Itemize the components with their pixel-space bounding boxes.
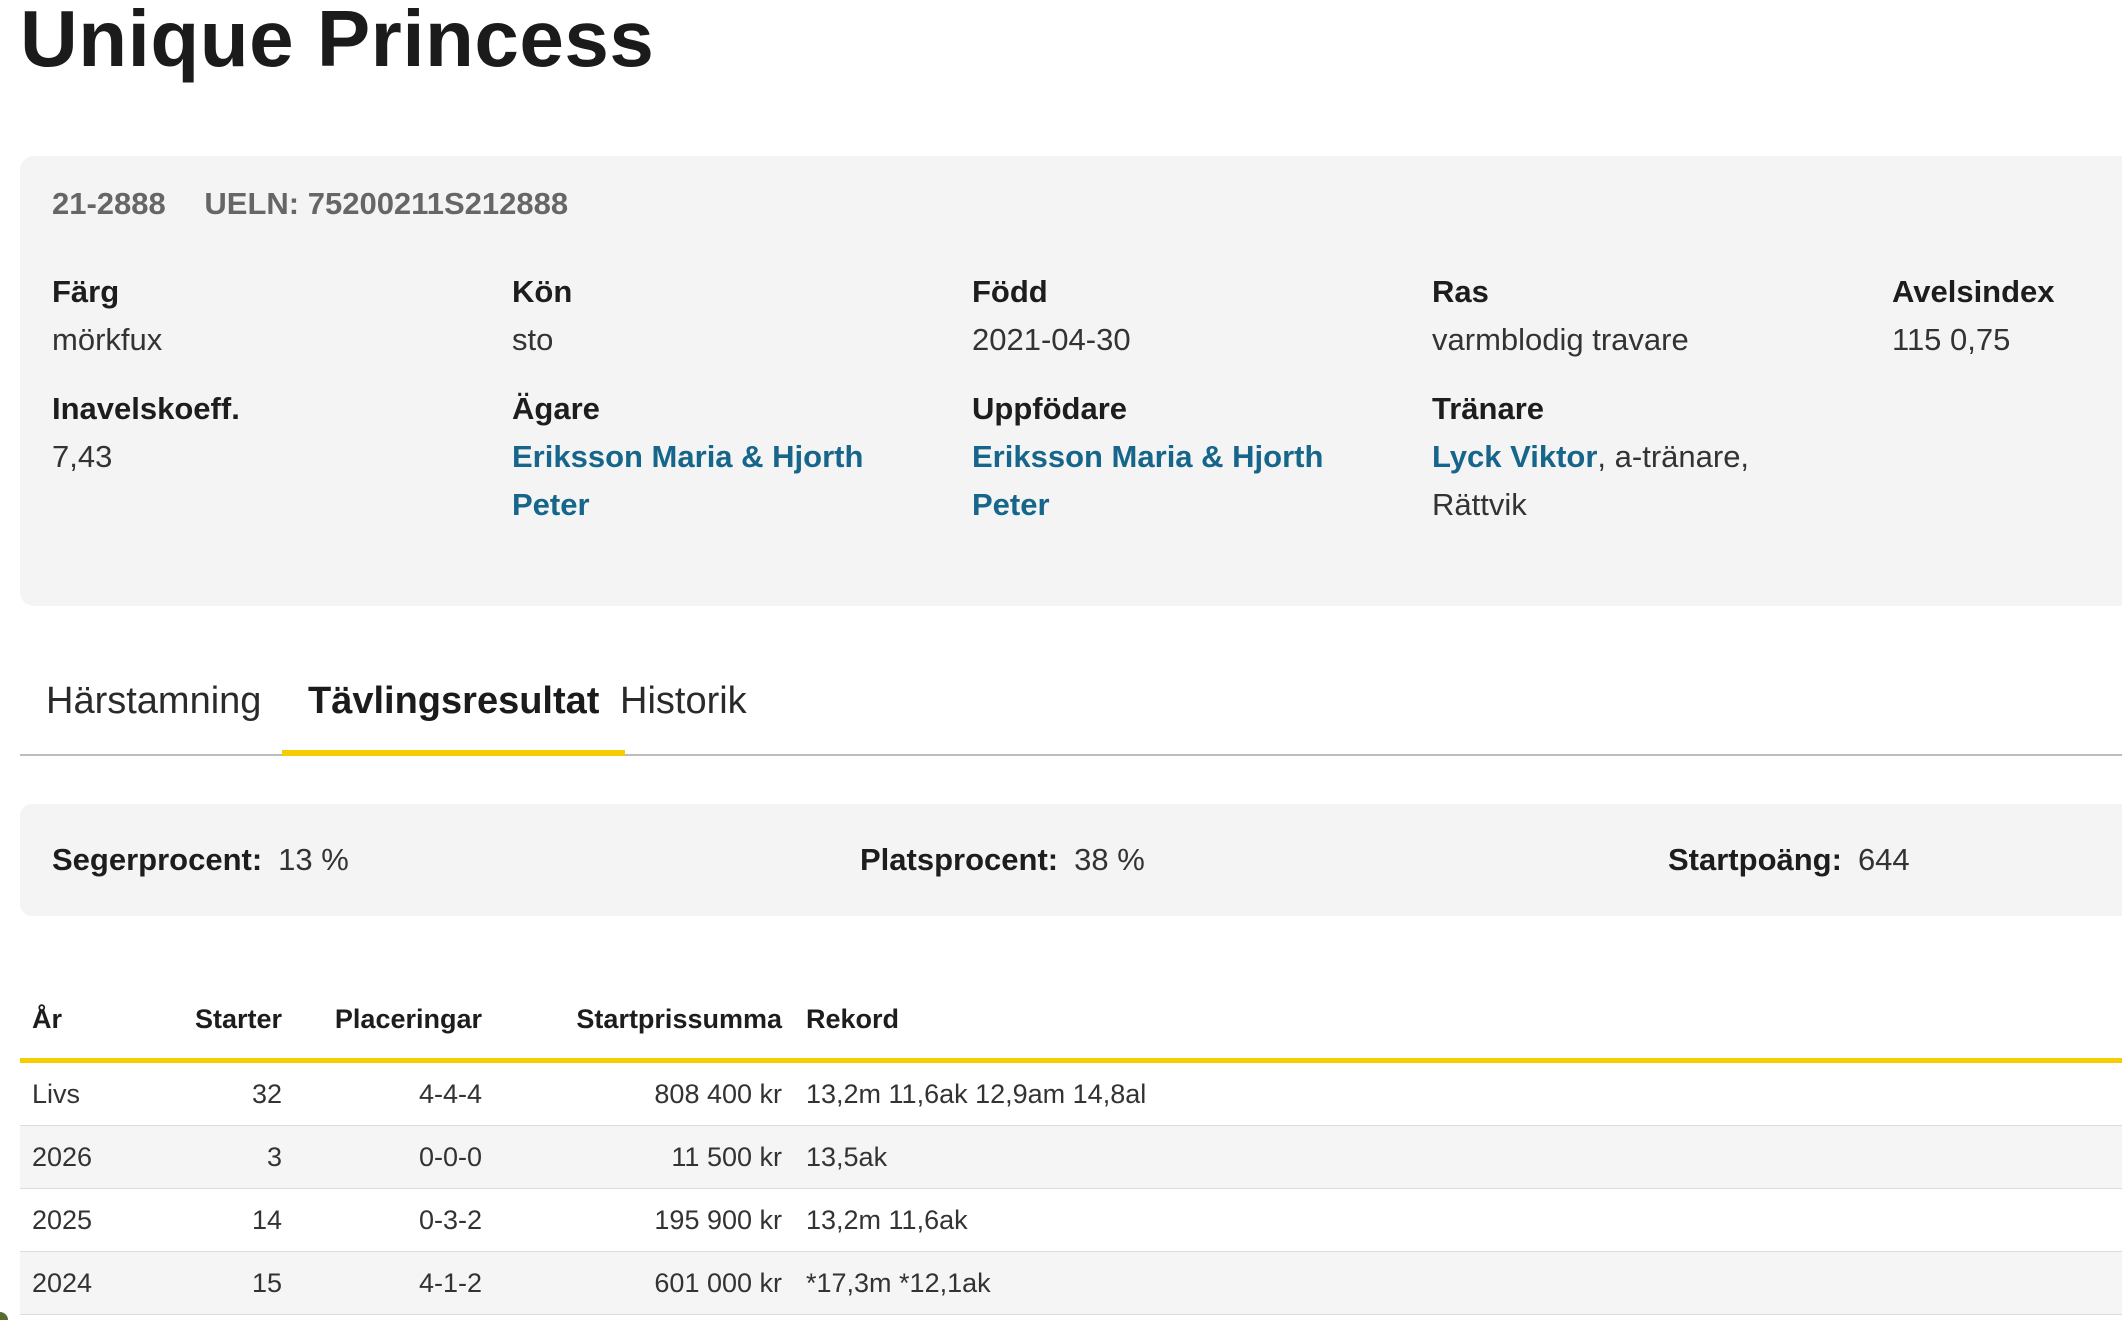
field-inbreeding: Inavelskoeff. 7,43 — [52, 385, 240, 481]
page-title: Unique Princess — [20, 0, 655, 83]
breeder-link[interactable]: Eriksson Maria & Hjorth Peter — [972, 433, 1323, 529]
field-breeder-label: Uppfödare — [972, 391, 1127, 426]
field-breed: Ras varmblodig travare — [1432, 268, 1689, 364]
cell-placings: 0-0-0 — [294, 1125, 494, 1189]
field-trainer: Tränare Lyck Viktor, a-tränare, Rättvik — [1432, 385, 1749, 529]
cell-prize: 601 000 kr — [494, 1251, 794, 1315]
horse-ids: 21-2888 UELN: 75200211S212888 — [52, 186, 598, 222]
tab-pedigree[interactable]: Härstamning — [46, 680, 262, 722]
field-breeding-index: Avelsindex 115 0,75 — [1892, 268, 2055, 364]
cell-record: 13,2m 11,6ak 12,9am 14,8al — [794, 1060, 2122, 1126]
field-trainer-label: Tränare — [1432, 391, 1545, 426]
table-row: 2025 14 0-3-2 195 900 kr 13,2m 11,6ak — [20, 1188, 2122, 1252]
stat-win-percent-label: Segerprocent: — [52, 842, 263, 877]
ueln-number: UELN: 75200211S212888 — [204, 186, 569, 221]
table-row: 2024 15 4-1-2 601 000 kr *17,3m *12,1ak — [20, 1251, 2122, 1315]
cell-starts: 14 — [154, 1188, 294, 1252]
stat-start-points-value: 644 — [1857, 842, 1910, 877]
cell-starts: 3 — [154, 1125, 294, 1189]
field-sex: Kön sto — [512, 268, 572, 364]
table-row: 2026 3 0-0-0 11 500 kr 13,5ak — [20, 1125, 2122, 1189]
cell-year: Livs — [20, 1060, 154, 1126]
results-table: År Starter Placeringar Startprissumma Re… — [20, 980, 2122, 1315]
field-color-value: mörkfux — [52, 322, 163, 357]
table-header-row: År Starter Placeringar Startprissumma Re… — [20, 980, 2122, 1063]
stat-start-points-label: Startpoäng: — [1668, 842, 1842, 877]
breeder-link-line1[interactable]: Eriksson Maria & Hjorth — [972, 439, 1324, 474]
cell-year: 2024 — [20, 1251, 154, 1315]
cell-starts: 32 — [154, 1060, 294, 1126]
cell-record: 13,2m 11,6ak — [794, 1188, 2122, 1252]
field-inbreeding-label: Inavelskoeff. — [52, 391, 240, 426]
stat-start-points: Startpoäng: 644 — [1668, 804, 1910, 916]
results-table-wrapper: År Starter Placeringar Startprissumma Re… — [20, 980, 2122, 1315]
owner-link-line2[interactable]: Peter — [512, 487, 590, 522]
header-year[interactable]: År — [20, 980, 154, 1063]
horse-info-card: 21-2888 UELN: 75200211S212888 Färg mörkf… — [20, 156, 2122, 606]
registration-number: 21-2888 — [52, 186, 166, 221]
owner-link[interactable]: Eriksson Maria & Hjorth Peter — [512, 433, 863, 529]
field-breeding-index-label: Avelsindex — [1892, 274, 2055, 309]
owner-link-line1[interactable]: Eriksson Maria & Hjorth — [512, 439, 864, 474]
header-starts[interactable]: Starter — [154, 980, 294, 1063]
trainer-location: Rättvik — [1432, 487, 1527, 522]
stat-place-percent-value: 38 % — [1074, 842, 1145, 877]
cell-prize: 808 400 kr — [494, 1060, 794, 1126]
cell-prize: 195 900 kr — [494, 1188, 794, 1252]
stat-win-percent-value: 13 % — [278, 842, 349, 877]
field-breeding-index-value: 115 0,75 — [1892, 322, 2011, 357]
field-born: Född 2021-04-30 — [972, 268, 1131, 364]
field-born-value: 2021-04-30 — [972, 322, 1131, 357]
cell-record: *17,3m *12,1ak — [794, 1251, 2122, 1315]
field-trainer-value: Lyck Viktor, a-tränare, — [1432, 433, 1749, 481]
field-sex-value: sto — [512, 322, 554, 357]
field-color: Färg mörkfux — [52, 268, 162, 364]
trainer-suffix: , a-tränare, — [1597, 439, 1750, 474]
field-breed-value: varmblodig travare — [1432, 322, 1689, 357]
cell-record: 13,5ak — [794, 1125, 2122, 1189]
cell-year: 2025 — [20, 1188, 154, 1252]
tab-history[interactable]: Historik — [620, 680, 747, 722]
cell-placings: 4-1-2 — [294, 1251, 494, 1315]
field-breed-label: Ras — [1432, 274, 1489, 309]
field-born-label: Född — [972, 274, 1048, 309]
tab-bar: Härstamning Tävlingsresultat Historik — [20, 668, 2122, 756]
stat-win-percent: Segerprocent: 13 % — [52, 804, 349, 916]
cell-prize: 11 500 kr — [494, 1125, 794, 1189]
header-prize[interactable]: Startprissumma — [494, 980, 794, 1063]
table-row: Livs 32 4-4-4 808 400 kr 13,2m 11,6ak 12… — [20, 1060, 2122, 1126]
field-owner-label: Ägare — [512, 391, 600, 426]
field-breeder: Uppfödare Eriksson Maria & Hjorth Peter — [972, 385, 1323, 529]
stats-card: Segerprocent: 13 % Platsprocent: 38 % Star… — [20, 804, 2122, 916]
breeder-link-line2[interactable]: Peter — [972, 487, 1050, 522]
header-placings[interactable]: Placeringar — [294, 980, 494, 1063]
field-color-label: Färg — [52, 274, 120, 309]
field-owner: Ägare Eriksson Maria & Hjorth Peter — [512, 385, 863, 529]
cell-starts: 15 — [154, 1251, 294, 1315]
field-sex-label: Kön — [512, 274, 573, 309]
cell-placings: 0-3-2 — [294, 1188, 494, 1252]
stat-place-percent-label: Platsprocent: — [860, 842, 1059, 877]
cell-placings: 4-4-4 — [294, 1060, 494, 1126]
trainer-link[interactable]: Lyck Viktor — [1432, 439, 1598, 474]
cell-year: 2026 — [20, 1125, 154, 1189]
field-inbreeding-value: 7,43 — [52, 439, 113, 474]
header-record[interactable]: Rekord — [794, 980, 2122, 1063]
corner-decoration — [0, 1312, 8, 1320]
stat-place-percent: Platsprocent: 38 % — [860, 804, 1145, 916]
tab-race-results[interactable]: Tävlingsresultat — [282, 668, 626, 756]
